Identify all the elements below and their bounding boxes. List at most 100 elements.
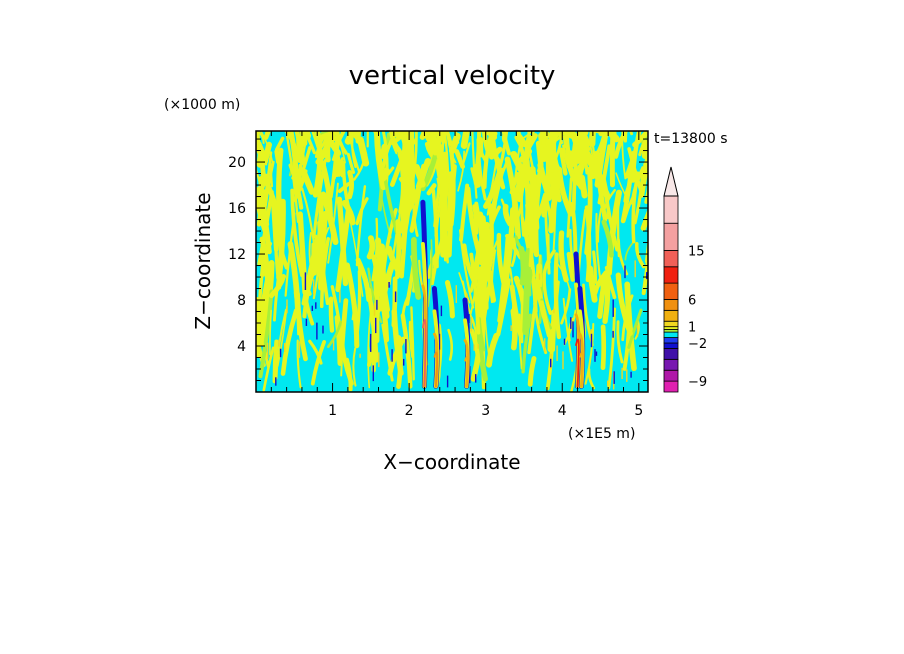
x-tick-label: 1 [328, 403, 337, 419]
field-streak [259, 161, 266, 185]
field-streak [397, 152, 410, 180]
field-streak [570, 136, 578, 168]
colorbar [663, 166, 679, 393]
colorbar-tick-label: −9 [688, 375, 707, 390]
field-streak [486, 202, 497, 272]
field-streak [340, 330, 343, 377]
field-streak [628, 172, 638, 184]
field-streak [400, 313, 413, 389]
field-streak [592, 270, 609, 296]
field-streak [537, 142, 546, 154]
field-streak [350, 284, 356, 321]
field-streak [330, 131, 337, 142]
field-streak [371, 302, 382, 373]
colorbar-level [663, 331, 679, 338]
field-streak [274, 149, 280, 164]
field-streak [257, 173, 269, 198]
field-streak [481, 252, 488, 317]
field-streak [375, 237, 390, 313]
field-streak [310, 340, 326, 386]
field-streak [346, 152, 356, 174]
x-tick-label: 5 [634, 403, 643, 419]
field-streak [352, 347, 357, 387]
field-streak [474, 163, 481, 188]
field-streak [453, 131, 460, 144]
field-streak [256, 308, 264, 347]
field-streak [344, 131, 357, 145]
x-tick-label: 2 [405, 403, 414, 419]
field-streak [551, 136, 562, 203]
field-streak [640, 207, 648, 231]
field-streak [263, 131, 271, 140]
field-streak [366, 235, 376, 260]
field-streak [627, 308, 643, 349]
field-streak [367, 267, 383, 324]
y-tick-label: 8 [237, 293, 246, 309]
field-streak [518, 245, 527, 286]
field-streak [371, 217, 379, 282]
field-streak [426, 140, 438, 156]
x-axis-ticks: 1 2 3 4 5 [270, 131, 643, 419]
heatmap-field [256, 131, 648, 392]
field-streak [454, 149, 466, 169]
y-axis-ticks: 4 8 12 16 20 [228, 138, 648, 382]
field-streak [380, 143, 389, 159]
colorbar-labels: 15 6 1−2 −9 [688, 244, 707, 390]
field-streak [542, 272, 552, 315]
field-streak [533, 175, 541, 198]
field-streak [296, 339, 302, 389]
field-streak [457, 150, 465, 192]
field-streak [518, 148, 533, 163]
field-streak [483, 183, 497, 209]
field-streak [472, 204, 479, 235]
field-streak [572, 163, 585, 182]
field-streak [387, 336, 406, 376]
field-streak [469, 252, 481, 335]
field-streak [580, 145, 591, 164]
field-streak [408, 320, 414, 359]
y-tick-label: 20 [228, 155, 246, 171]
colorbar-level [663, 328, 679, 333]
field-streak [355, 197, 369, 226]
field-streak [566, 150, 574, 169]
field-streak [256, 131, 261, 148]
field-streak [395, 219, 402, 280]
field-streak [477, 146, 488, 164]
field-streak [596, 207, 603, 243]
field-streak [443, 131, 450, 178]
colorbar-level [663, 299, 679, 311]
colorbar-level [663, 195, 679, 224]
field-streak [315, 148, 330, 165]
field-streak [399, 149, 409, 234]
field-streak [509, 284, 524, 338]
colorbar-level [663, 369, 679, 382]
colorbar-level [663, 250, 679, 268]
field-streak [411, 237, 422, 300]
updraft-core [575, 338, 580, 388]
field-streak [516, 134, 528, 148]
field-streak [501, 207, 516, 297]
field-streak [355, 257, 372, 303]
field-streak [458, 272, 471, 304]
field-streak [308, 232, 312, 268]
field-streak [631, 171, 640, 244]
field-streak [566, 251, 575, 282]
colorbar-level [663, 309, 679, 322]
field-streak [600, 324, 607, 371]
colorbar-level [663, 348, 679, 360]
colorbar-level [663, 342, 679, 349]
colorbar-level [663, 282, 679, 300]
field-streak [264, 160, 275, 207]
field-streak [258, 141, 268, 159]
field-streak [335, 207, 352, 293]
field-streak [584, 323, 595, 385]
field-streak [470, 316, 478, 347]
field-streak [272, 244, 285, 322]
field-streak [389, 158, 404, 187]
field-streak [347, 170, 354, 200]
colorbar-tick-label: 6 [688, 293, 696, 308]
field-streak [431, 188, 439, 269]
colorbar-tick-label: −2 [688, 337, 707, 352]
field-streak [398, 176, 409, 189]
